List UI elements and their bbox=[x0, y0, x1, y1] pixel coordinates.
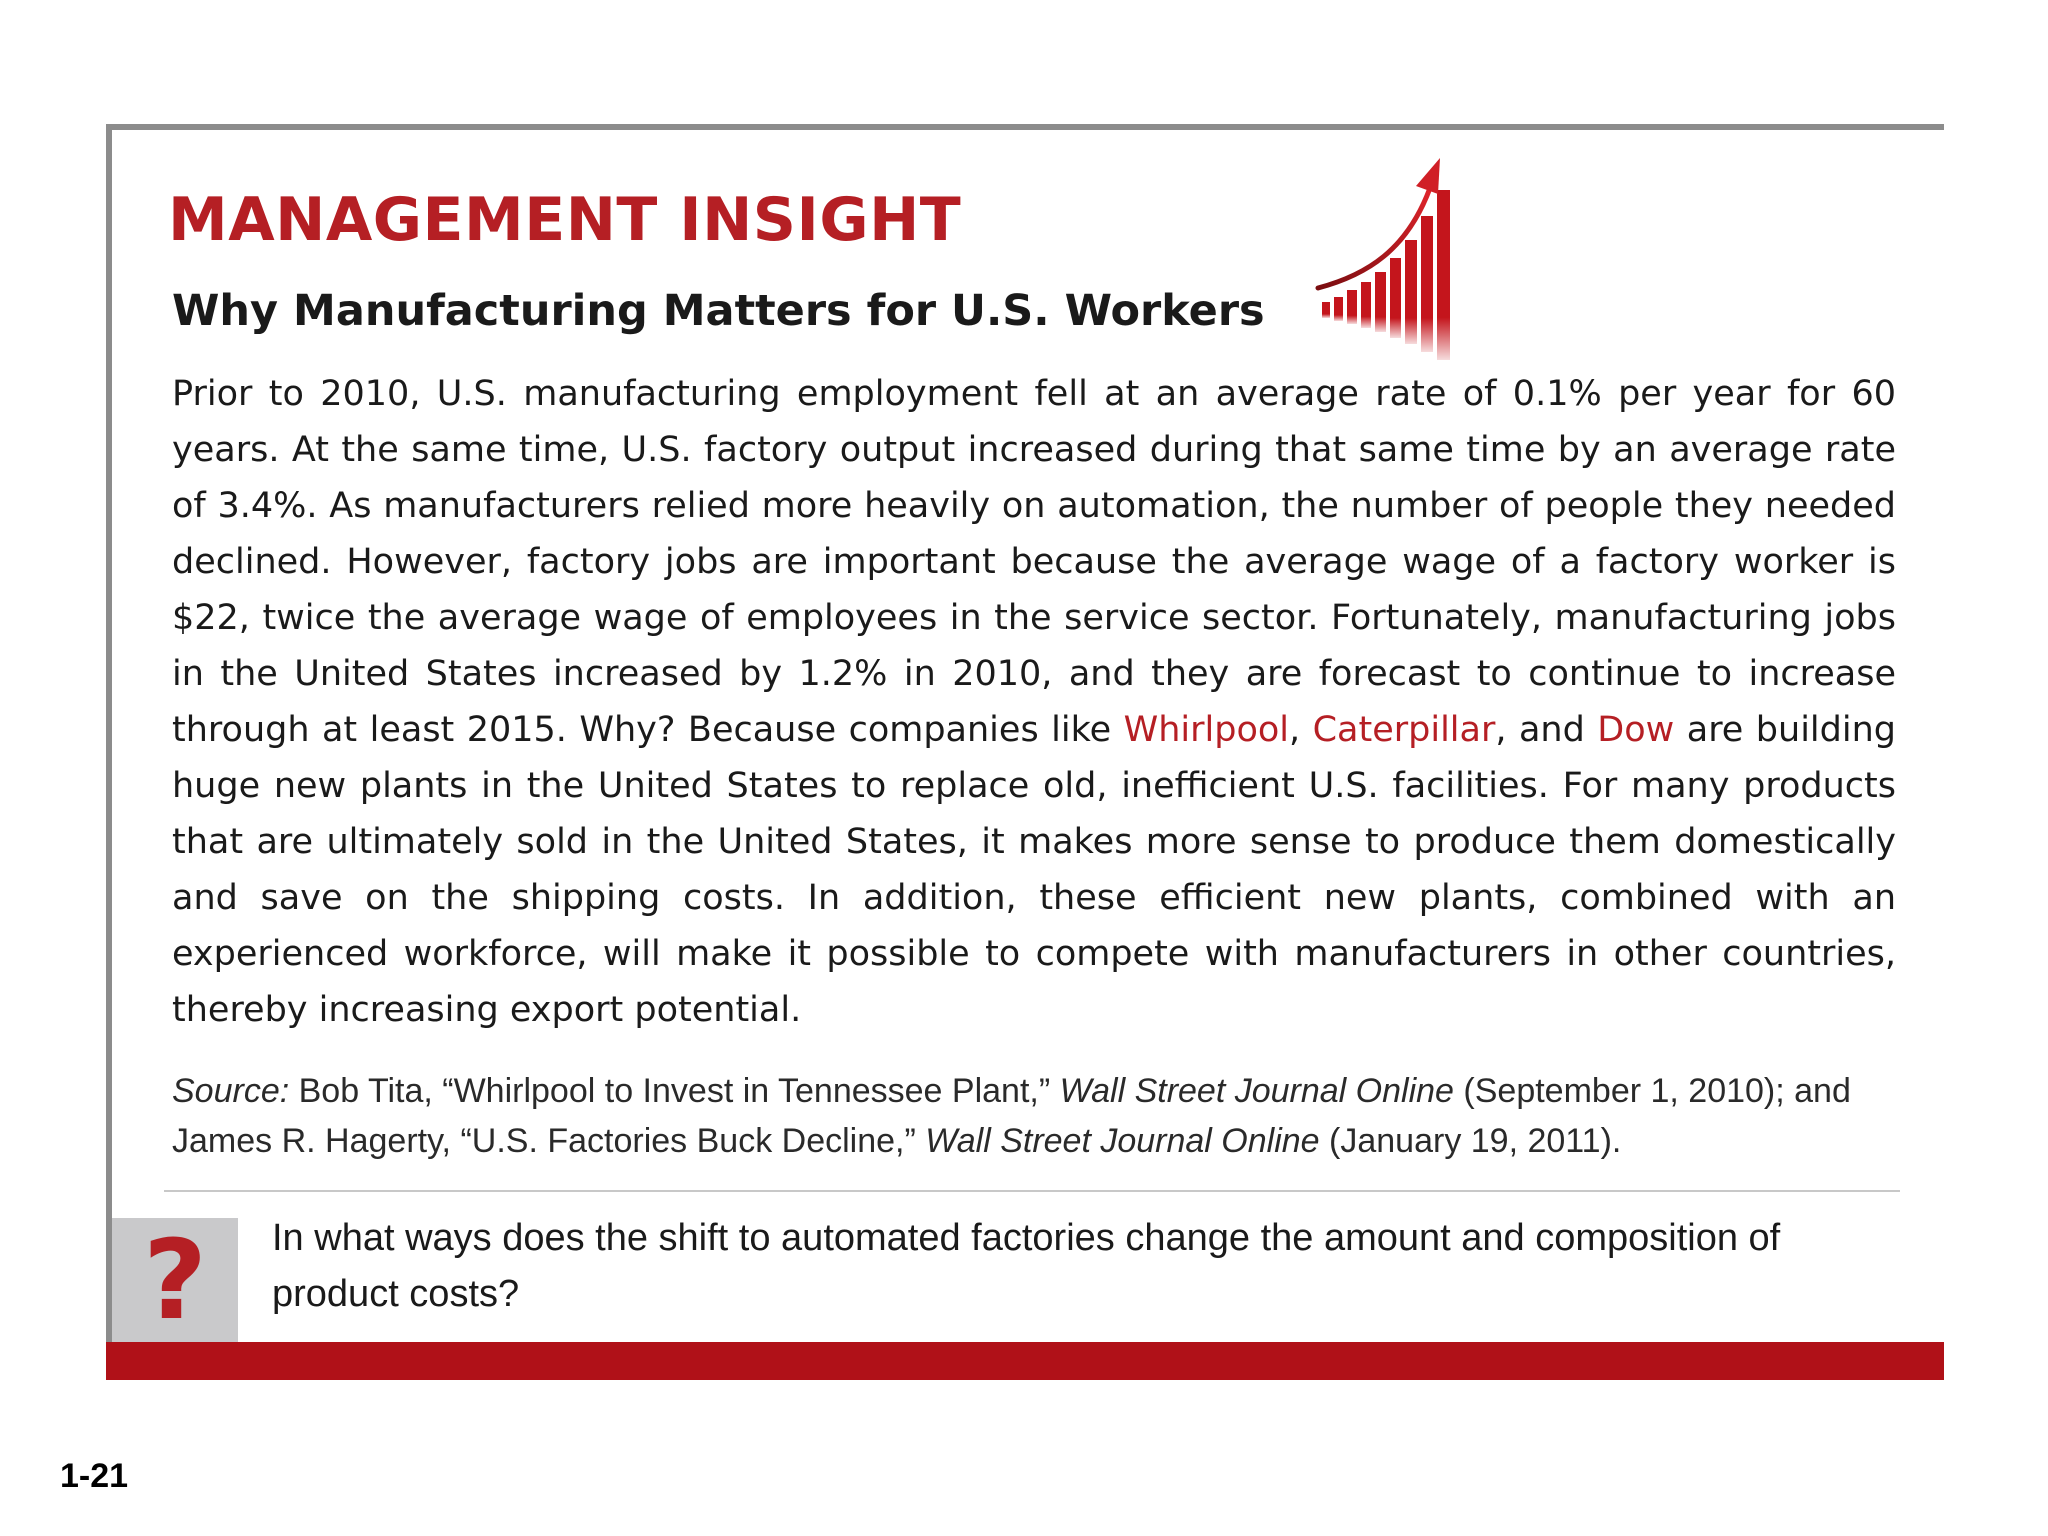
source-text-2: (September 1, 2010); and James R. Hagert… bbox=[172, 1072, 1851, 1160]
source-publication-1: Wall Street Journal Online bbox=[1059, 1072, 1454, 1110]
slide-page-number: 1-21 bbox=[60, 1457, 129, 1495]
source-text-3: (January 19, 2011). bbox=[1319, 1122, 1622, 1160]
box-subtitle: Why Manufacturing Matters for U.S. Worke… bbox=[172, 286, 1265, 336]
management-insight-box: MANAGEMENT INSIGHT Why Manufacturing Mat… bbox=[106, 124, 1944, 1380]
company-name-caterpillar: Caterpillar bbox=[1312, 710, 1496, 750]
chart-icon-bars bbox=[1322, 190, 1450, 360]
rising-bar-chart-icon bbox=[1315, 158, 1450, 360]
source-text-1: Bob Tita, “Whirlpool to Invest in Tennes… bbox=[289, 1072, 1060, 1110]
discussion-question: In what ways does the shift to automated… bbox=[272, 1217, 1781, 1315]
body-text-part2: are building huge new plants in the Unit… bbox=[172, 710, 1896, 1030]
section-divider bbox=[164, 1190, 1900, 1192]
question-mark-icon: ? bbox=[143, 1216, 207, 1344]
body-paragraph: Prior to 2010, U.S. manufacturing employ… bbox=[172, 366, 1896, 1038]
source-publication-2: Wall Street Journal Online bbox=[925, 1122, 1320, 1160]
source-citation: Source: Bob Tita, “Whirlpool to Invest i… bbox=[172, 1066, 1922, 1166]
body-separator-2: , and bbox=[1495, 710, 1598, 750]
company-name-whirlpool: Whirlpool bbox=[1123, 710, 1290, 750]
body-separator-1: , bbox=[1289, 710, 1313, 750]
question-mark-block: ? bbox=[112, 1218, 238, 1342]
body-text-part1: Prior to 2010, U.S. manufacturing employ… bbox=[172, 374, 1896, 750]
chart-icon-arrowhead bbox=[1416, 158, 1440, 194]
box-heading: MANAGEMENT INSIGHT bbox=[168, 185, 962, 255]
chart-icon-arrow bbox=[1315, 185, 1433, 291]
source-label: Source: bbox=[172, 1072, 290, 1110]
company-name-dow: Dow bbox=[1597, 710, 1675, 750]
bottom-red-bar bbox=[106, 1342, 1944, 1380]
